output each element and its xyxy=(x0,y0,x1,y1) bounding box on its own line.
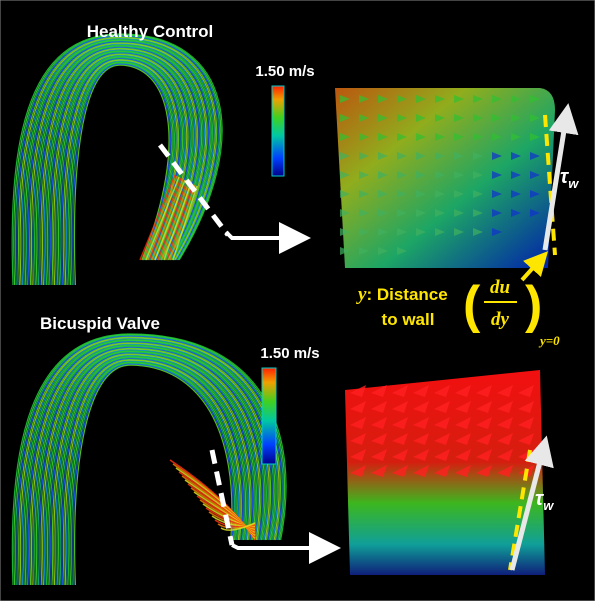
annotation: y: Distance xyxy=(356,284,448,305)
figure: Healthy Control 1.50 m/s Bicuspid Valve … xyxy=(0,0,595,601)
zoom-top xyxy=(335,88,555,268)
panel-title: Bicuspid Valve xyxy=(40,314,160,333)
paren: ) xyxy=(525,276,542,334)
panel-title: Healthy Control xyxy=(87,22,214,41)
colorbar-label: 1.50 m/s xyxy=(255,63,314,80)
formula-subscript: y=0 xyxy=(538,333,560,348)
paren: ( xyxy=(463,276,481,334)
colorbar-label: 1.50 m/s xyxy=(260,345,319,362)
annotation: to wall xyxy=(382,310,435,329)
formula-numerator: du xyxy=(490,277,510,298)
page: Healthy Control 1.50 m/s Bicuspid Valve … xyxy=(0,0,595,601)
formula-denominator: dy xyxy=(491,309,510,330)
colorbar xyxy=(272,86,284,176)
colorbar xyxy=(262,368,276,464)
